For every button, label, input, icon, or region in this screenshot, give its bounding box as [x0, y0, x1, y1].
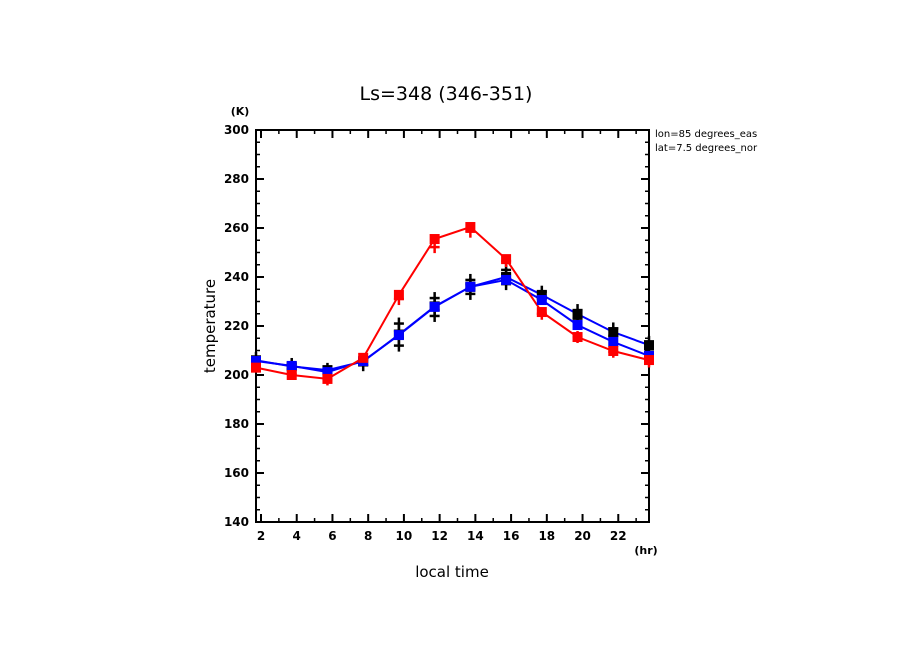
x-tick-label: 16 — [503, 529, 520, 543]
x-axis-label: local time — [415, 563, 489, 581]
blue-model-marker — [465, 281, 476, 292]
x-tick-label: 8 — [364, 529, 372, 543]
x-tick-label: 18 — [538, 529, 555, 543]
red-model-marker — [501, 254, 512, 265]
blue-model-marker — [501, 274, 512, 285]
red-model-marker — [286, 370, 297, 380]
y-tick-label: 280 — [224, 172, 249, 186]
red-model-marker — [536, 307, 547, 318]
x-tick-label: 4 — [293, 529, 301, 543]
axes: 140 160 180 200 220 240 260 280 300 2 4 6 8 10 12 14 16 1… — [224, 123, 650, 543]
blue-model-marker — [536, 295, 547, 306]
black-mean-marker — [572, 308, 583, 319]
blue-model-marker — [251, 356, 261, 367]
y-tick-label: 140 — [224, 515, 249, 529]
plot-frame — [255, 129, 650, 523]
annotation-lat: lat=7.5 degrees_nor — [655, 143, 758, 154]
y-tick-label: 300 — [224, 123, 249, 137]
red-model-marker — [608, 345, 619, 356]
y-tick-label: 220 — [224, 319, 249, 333]
blue-model-marker — [393, 330, 404, 341]
black-cross-point — [393, 339, 404, 352]
y-tick-label: 240 — [224, 270, 249, 284]
red-model-marker — [572, 332, 583, 343]
x-tick-label: 22 — [610, 529, 627, 543]
red-model-marker — [358, 352, 369, 363]
blue-model-marker — [608, 336, 619, 347]
x-tick-label: 2 — [257, 529, 265, 543]
red-model-line — [255, 225, 650, 380]
x-tick-label: 10 — [396, 529, 413, 543]
red-model-marker — [429, 234, 440, 245]
y-tick-label: 160 — [224, 466, 249, 480]
blue-model-marker — [572, 320, 583, 331]
red-model-marker — [322, 373, 333, 384]
blue-model-line — [255, 278, 650, 374]
annotation-lon: lon=85 degrees_eas — [655, 129, 757, 140]
y-axis-label: temperature — [201, 279, 219, 373]
black-mean-line — [255, 275, 650, 372]
red-model-marker — [644, 355, 654, 366]
black-mean-marker — [536, 289, 547, 300]
x-unit-label: (hr) — [634, 544, 657, 557]
y-tick-label: 180 — [224, 417, 249, 431]
x-tick-label: 6 — [328, 529, 336, 543]
black-mean-marker — [644, 340, 654, 351]
black-mean-marker — [608, 327, 619, 338]
black-cross-point — [429, 309, 440, 322]
x-tick-label: 14 — [467, 529, 484, 543]
y-unit-label: (K) — [231, 105, 250, 118]
red-model-marker — [393, 289, 404, 300]
x-tick-label: 12 — [431, 529, 448, 543]
red-model-marker — [465, 222, 476, 233]
y-tick-label: 260 — [224, 221, 249, 235]
red-model-marker — [251, 362, 261, 373]
blue-model-marker — [429, 301, 440, 312]
blue-model-marker — [286, 360, 297, 371]
chart-title: Ls=348 (346-351) — [360, 83, 533, 105]
plot-area — [251, 222, 654, 386]
blue-model-marker — [322, 367, 333, 378]
y-tick-label: 200 — [224, 368, 249, 382]
x-tick-label: 20 — [574, 529, 591, 543]
